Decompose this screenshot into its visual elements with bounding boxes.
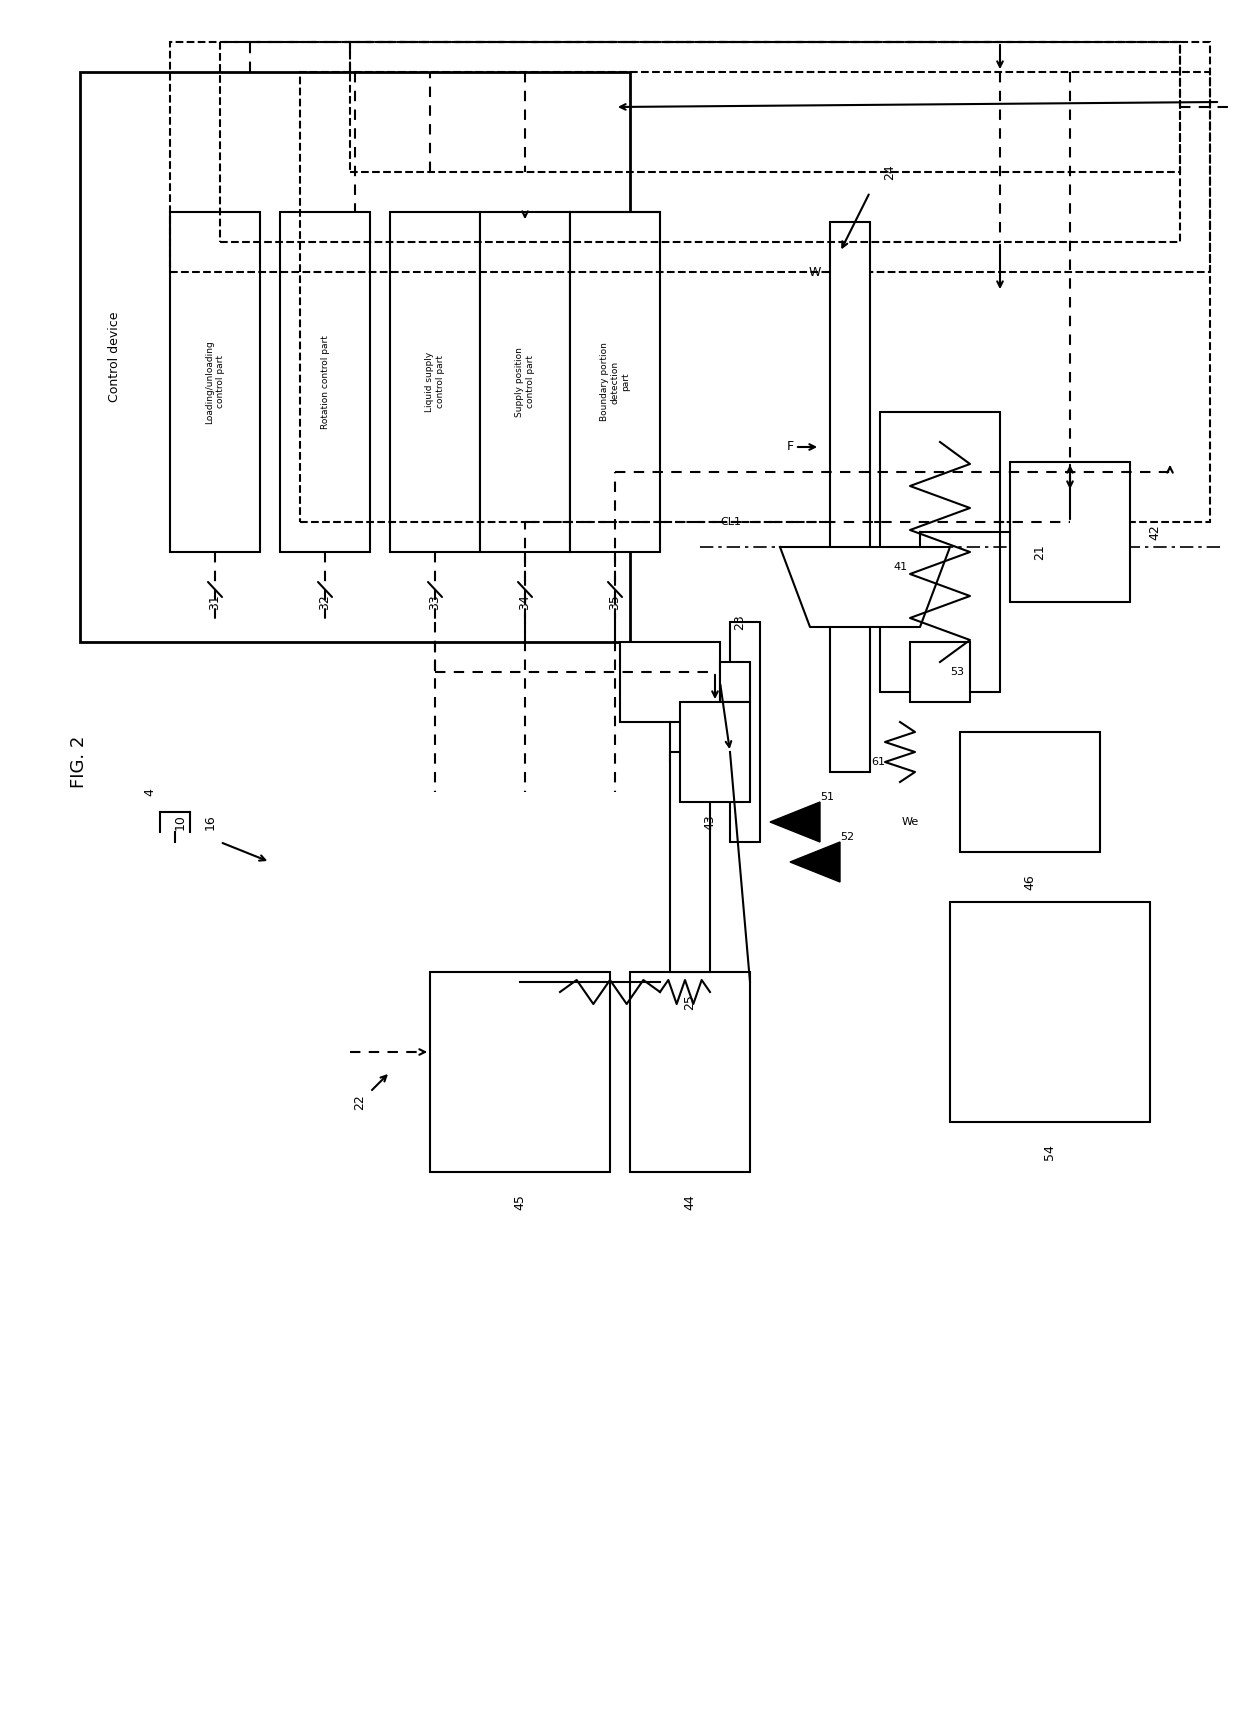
Bar — [170, 212, 260, 553]
Text: 33: 33 — [429, 594, 441, 610]
Text: 51: 51 — [820, 792, 835, 802]
Text: CL1: CL1 — [720, 517, 742, 527]
Text: Liquid supply
control part: Liquid supply control part — [425, 351, 445, 412]
Bar — [730, 622, 760, 842]
Bar — [300, 72, 1210, 522]
Bar — [680, 703, 750, 802]
Bar — [880, 412, 999, 692]
Bar — [950, 902, 1149, 1123]
Bar — [391, 212, 480, 553]
Text: 41: 41 — [893, 561, 908, 572]
Text: Boundary portion
detection
part: Boundary portion detection part — [600, 343, 630, 422]
Text: 44: 44 — [683, 1193, 697, 1211]
Text: Loading/unloading
control part: Loading/unloading control part — [206, 341, 224, 424]
Text: 54: 54 — [1044, 1143, 1056, 1161]
Text: 61: 61 — [870, 758, 885, 766]
Text: FIG. 2: FIG. 2 — [69, 735, 88, 789]
Text: 10: 10 — [174, 815, 186, 830]
Text: 46: 46 — [1023, 875, 1037, 890]
Bar — [720, 661, 750, 703]
Bar — [960, 732, 1100, 852]
Text: 23: 23 — [734, 615, 746, 630]
Bar — [570, 212, 660, 553]
Bar — [480, 212, 570, 553]
Polygon shape — [770, 802, 820, 842]
Text: 4: 4 — [144, 789, 156, 796]
Text: W: W — [808, 265, 821, 279]
Bar — [620, 642, 720, 722]
Bar — [219, 41, 1180, 243]
Polygon shape — [780, 548, 950, 627]
Bar — [1011, 461, 1130, 603]
Text: 35: 35 — [609, 594, 621, 610]
Text: 16: 16 — [203, 815, 217, 830]
Text: 45: 45 — [513, 1193, 527, 1211]
Bar — [280, 212, 370, 553]
Text: Rotation control part: Rotation control part — [320, 336, 330, 429]
Text: 42: 42 — [1148, 523, 1162, 541]
Bar — [630, 971, 750, 1173]
Text: 32: 32 — [319, 594, 331, 610]
Text: 53: 53 — [950, 666, 963, 677]
Text: 22: 22 — [353, 1093, 367, 1111]
Bar — [670, 753, 711, 971]
Text: 43: 43 — [703, 815, 717, 830]
Bar — [830, 222, 870, 771]
Bar — [910, 642, 970, 703]
Polygon shape — [790, 842, 839, 882]
Text: Control device: Control device — [109, 312, 122, 403]
Bar — [350, 41, 1180, 172]
Text: Supply position
control part: Supply position control part — [516, 348, 534, 417]
Bar — [81, 72, 630, 642]
Text: 24: 24 — [883, 164, 897, 179]
Bar — [430, 971, 610, 1173]
Text: 31: 31 — [208, 594, 222, 610]
Text: 25: 25 — [683, 994, 697, 1009]
Bar — [170, 41, 1210, 272]
Text: F: F — [786, 441, 794, 453]
Text: We: We — [901, 816, 919, 827]
Text: 52: 52 — [839, 832, 854, 842]
Text: 34: 34 — [518, 594, 532, 610]
Text: 21: 21 — [1033, 544, 1047, 560]
